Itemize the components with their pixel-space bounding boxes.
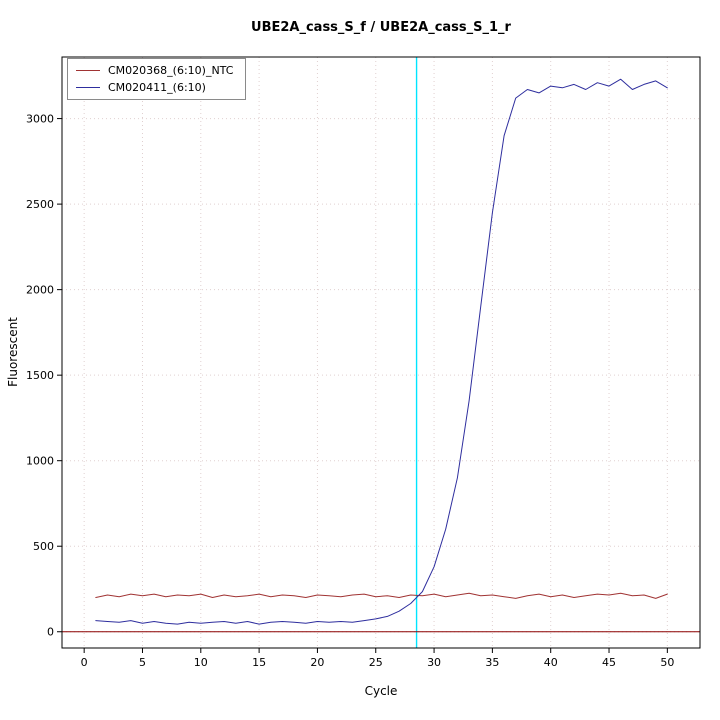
series-line-sample [95, 78, 668, 625]
y-tick-label: 2000 [26, 284, 54, 297]
x-tick-label: 35 [485, 656, 499, 669]
x-axis-label: Cycle [364, 684, 398, 698]
y-tick-label: 1000 [26, 455, 54, 468]
legend-item-ntc: CM020368_(6:10)_NTC [76, 64, 233, 77]
legend-line-swatch-sample [76, 87, 100, 88]
legend-label-ntc: CM020368_(6:10)_NTC [108, 64, 234, 77]
y-tick-label: 2500 [26, 198, 54, 211]
legend-label-sample: CM020411_(6:10) [108, 81, 206, 94]
series-line-ntc [95, 592, 668, 599]
x-tick-label: 40 [544, 656, 558, 669]
y-axis-label: Fluorescent [6, 317, 20, 387]
x-tick-label: 50 [660, 656, 674, 669]
x-tick-label: 15 [252, 656, 266, 669]
x-tick-label: 45 [602, 656, 616, 669]
y-tick-label: 3000 [26, 113, 54, 126]
chart-title: UBE2A_cass_S_f / UBE2A_cass_S_1_r [251, 20, 511, 35]
y-tick-label: 1500 [26, 369, 54, 382]
plot-border [61, 56, 701, 649]
legend-item-sample: CM020411_(6:10) [76, 81, 233, 94]
legend-line-swatch-ntc [76, 70, 100, 71]
x-tick-label: 10 [194, 656, 208, 669]
x-tick-label: 25 [369, 656, 383, 669]
x-tick-label: 20 [310, 656, 324, 669]
legend: CM020368_(6:10)_NTC CM020411_(6:10) [67, 58, 247, 100]
x-tick-label: 30 [427, 656, 441, 669]
y-tick-label: 500 [33, 540, 54, 553]
y-tick-label: 0 [47, 626, 54, 639]
x-tick-label: 5 [139, 656, 146, 669]
x-tick-label: 0 [81, 656, 88, 669]
